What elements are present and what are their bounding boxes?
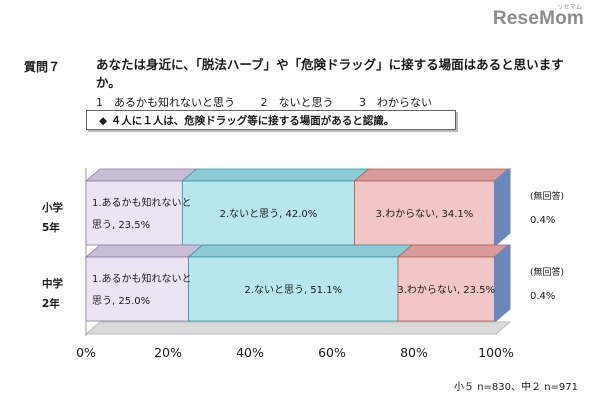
question-label: 質問７: [24, 60, 61, 74]
data-label-2-4-1: (無回答): [530, 266, 564, 278]
x-tick-label-5: 80%: [400, 345, 428, 360]
option-2: 2 ないと思う: [260, 96, 334, 109]
logo-text: ReseMom: [492, 8, 584, 29]
bar-top-3-1: [353, 168, 510, 182]
data-label-1-3-1: 3.わからない, 34.1%: [376, 208, 474, 220]
bar-segment-1-2: [85, 256, 189, 322]
data-label-2-3-1: 3.わからない, 23.5%: [397, 284, 495, 296]
resemom-logo: ReseMom リセマム: [492, 5, 584, 30]
bar-top-2-2: [187, 244, 414, 258]
category-label-1-1: 小学: [41, 201, 63, 214]
x-tick-label-6: 100%: [478, 345, 514, 360]
bar-segment-2-2: [188, 256, 399, 322]
bar-top-2-1: [181, 168, 370, 182]
data-label-2-4-2: 0.4%: [530, 291, 555, 302]
x-tick-label-3: 40%: [236, 345, 264, 360]
logo-superscript: リセマム: [557, 5, 582, 11]
x-tick-label-4: 60%: [318, 345, 346, 360]
bar-top-1-2: [84, 244, 204, 258]
bar-side-1: [495, 167, 511, 247]
question-text: あなたは身近に、「脱法ハーブ」や「危険ドラッグ」に接する場面はあると思いますか。: [96, 57, 564, 90]
data-label-2-2-1: 2.ないと思う, 51.1%: [244, 284, 342, 296]
chart-floor: [84, 321, 512, 335]
category-label-1-2: 5年: [42, 221, 60, 234]
category-label-2-1: 中学: [42, 277, 63, 290]
data-label-2-1-2: 思う, 25.0%: [92, 295, 150, 307]
x-tick-label-1: 0%: [76, 345, 96, 360]
sample-size-footnote: 小５ n=830、中２ n=971: [454, 382, 578, 393]
data-label-1-4-2: 0.4%: [530, 215, 555, 226]
x-tick-label-2: 20%: [154, 345, 182, 360]
bar-segment-1-1: [85, 180, 183, 246]
answer-options: 1 あるかも知れないと思う 2 ないと思う 3 わからない: [96, 94, 454, 110]
bar-top-3-2: [396, 244, 510, 258]
bar-top-1-1: [84, 168, 198, 182]
data-label-2-1-1: 1.あるかも知れないと: [92, 272, 192, 285]
category-label-2-2: 2年: [42, 297, 60, 310]
bar-side-2: [495, 243, 511, 323]
data-label-1-4-1: (無回答): [530, 190, 564, 202]
option-3: 3 わからない: [359, 96, 432, 109]
data-label-1-2-1: 2.ないと思う, 42.0%: [220, 208, 318, 220]
summary-note: ◆ ４人に１人は、危険ドラッグ等に接する場面があると認識。: [86, 110, 456, 130]
data-label-1-1-1: 1.あるかも知れないと: [92, 196, 192, 209]
option-1: 1 あるかも知れないと思う: [96, 96, 235, 109]
data-label-1-1-2: 思う, 23.5%: [92, 219, 150, 231]
